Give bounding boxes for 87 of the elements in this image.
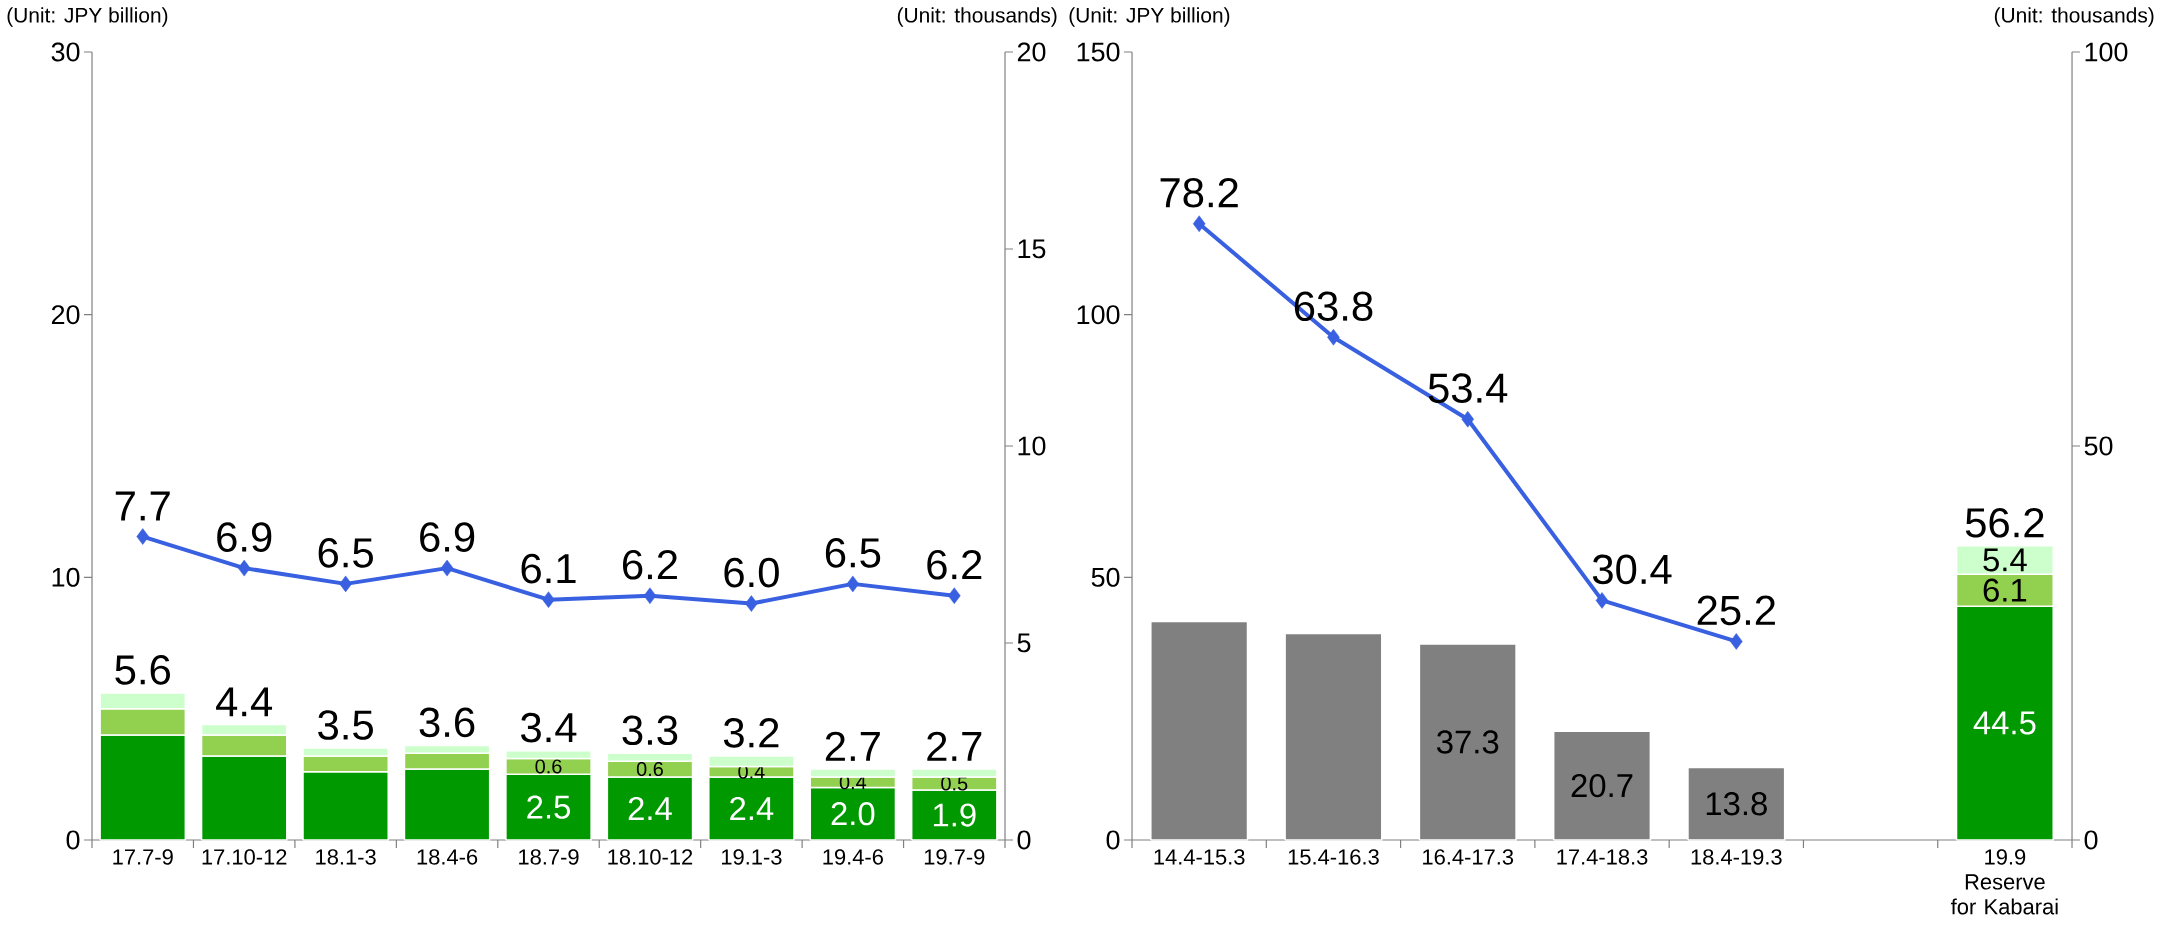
total-label: 3.3 [622, 715, 678, 746]
data-label: 2.4 [730, 796, 774, 820]
x-tick-label: 19.1-3 [722, 849, 782, 865]
total-label: 3.6 [419, 707, 475, 738]
y-tick-label: 150 [1077, 42, 1120, 62]
y2-tick-label: 20 [1017, 42, 1046, 62]
point [643, 587, 657, 604]
y2-axis-title: (Unit: thousands) [897, 7, 1057, 27]
point [237, 559, 251, 577]
x-tick-label: 17.10-12 [202, 849, 287, 865]
point [136, 528, 149, 545]
data-label: 6.2 [623, 549, 677, 580]
point [1327, 328, 1340, 346]
data-label: 0.6 [636, 762, 663, 777]
data-label: 44.5 [1973, 711, 2036, 735]
x-tick-label: 15.4-16.3 [1288, 849, 1379, 865]
data-label: 6.5 [318, 538, 373, 568]
data-label: 6.9 [420, 522, 475, 552]
x-tick-label: 18.4-19.3 [1691, 849, 1782, 865]
point [339, 575, 352, 593]
total-label: 56.2 [1965, 507, 2044, 538]
x-tick-label: 18.10-12 [608, 849, 693, 865]
y-tick-label: 100 [1077, 305, 1120, 325]
total-label: 5.6 [115, 655, 170, 685]
point [846, 575, 860, 593]
total-label: 3.5 [318, 710, 373, 740]
x-tick-label: 18.1-3 [316, 849, 376, 865]
y-tick-label: 50 [1091, 567, 1120, 587]
total-label: 4.4 [216, 687, 273, 717]
x-tick-label: 14.4-15.3 [1154, 849, 1245, 865]
data-label: 6.1 [521, 553, 576, 584]
data-label: 20.7 [1571, 773, 1633, 798]
point [1461, 410, 1474, 428]
data-label: 63.8 [1294, 291, 1373, 322]
y2-tick-label: 50 [2084, 436, 2113, 456]
y2-tick-label: 15 [1018, 239, 1046, 259]
y2-tick-label: 100 [2085, 42, 2128, 62]
data-label: 6.2 [927, 549, 982, 580]
point [1730, 633, 1743, 650]
total-label: 2.7 [825, 731, 880, 761]
data-label: 30.4 [1592, 554, 1672, 585]
x-tick-label: 17.4-18.3 [1557, 849, 1648, 865]
data-label: 53.4 [1428, 373, 1508, 403]
y2-tick-label: 10 [1018, 436, 1046, 456]
x-tick-label: 18.4-6 [417, 849, 478, 865]
y2-axis-title: (Unit: thousands) [1994, 7, 2154, 27]
x-tick-label: 16.4-17.3 [1423, 849, 1514, 865]
data-label: 1.9 [933, 803, 976, 827]
x-tick-label: 19.7-9 [924, 849, 985, 865]
data-label: 2.0 [831, 802, 875, 826]
total-label: 2.7 [927, 731, 982, 761]
point [745, 595, 758, 612]
data-label: 2.4 [628, 796, 672, 820]
x-tick-label: 18.7-9 [519, 849, 579, 865]
point [948, 587, 961, 604]
point [1192, 215, 1206, 233]
data-label: 7.7 [115, 491, 170, 521]
y-axis-title: (Unit: JPY billion) [1069, 7, 1230, 27]
point [1595, 592, 1609, 609]
y-tick-label: 10 [52, 567, 80, 587]
total-label: 3.2 [723, 718, 779, 748]
y-tick-label: 30 [51, 42, 80, 62]
y-axis-title: (Unit: JPY billion) [7, 7, 168, 27]
y-tick-label: 0 [66, 830, 80, 850]
data-label: 0.5 [941, 776, 968, 791]
data-label: 0.6 [535, 759, 562, 774]
data-label: 78.2 [1160, 177, 1238, 208]
data-label: 13.8 [1706, 792, 1767, 816]
x-tick-label: 19.4-6 [823, 849, 883, 865]
y-tick-label: 20 [51, 305, 80, 325]
data-label: 25.2 [1697, 595, 1775, 626]
point [440, 559, 454, 577]
data-label: 2.5 [527, 795, 570, 819]
data-label: 6.1 [1983, 578, 2027, 602]
y2-tick-label: 0 [1017, 830, 1031, 850]
y2-tick-label: 5 [1017, 633, 1031, 653]
data-label: 6.0 [724, 557, 779, 588]
total-label: 3.4 [521, 712, 577, 743]
y-tick-label: 0 [1106, 830, 1120, 850]
y2-tick-label: 0 [2084, 830, 2098, 850]
x-tick-label: 17.7-9 [113, 849, 173, 865]
data-label: 37.3 [1436, 730, 1499, 754]
point [542, 591, 555, 608]
data-label: 5.4 [1983, 548, 2027, 572]
x-tick-label: 19.9 Reserve for Kabarai [1950, 849, 2058, 915]
data-label: 6.5 [825, 538, 881, 568]
data-label: 6.9 [217, 522, 272, 552]
